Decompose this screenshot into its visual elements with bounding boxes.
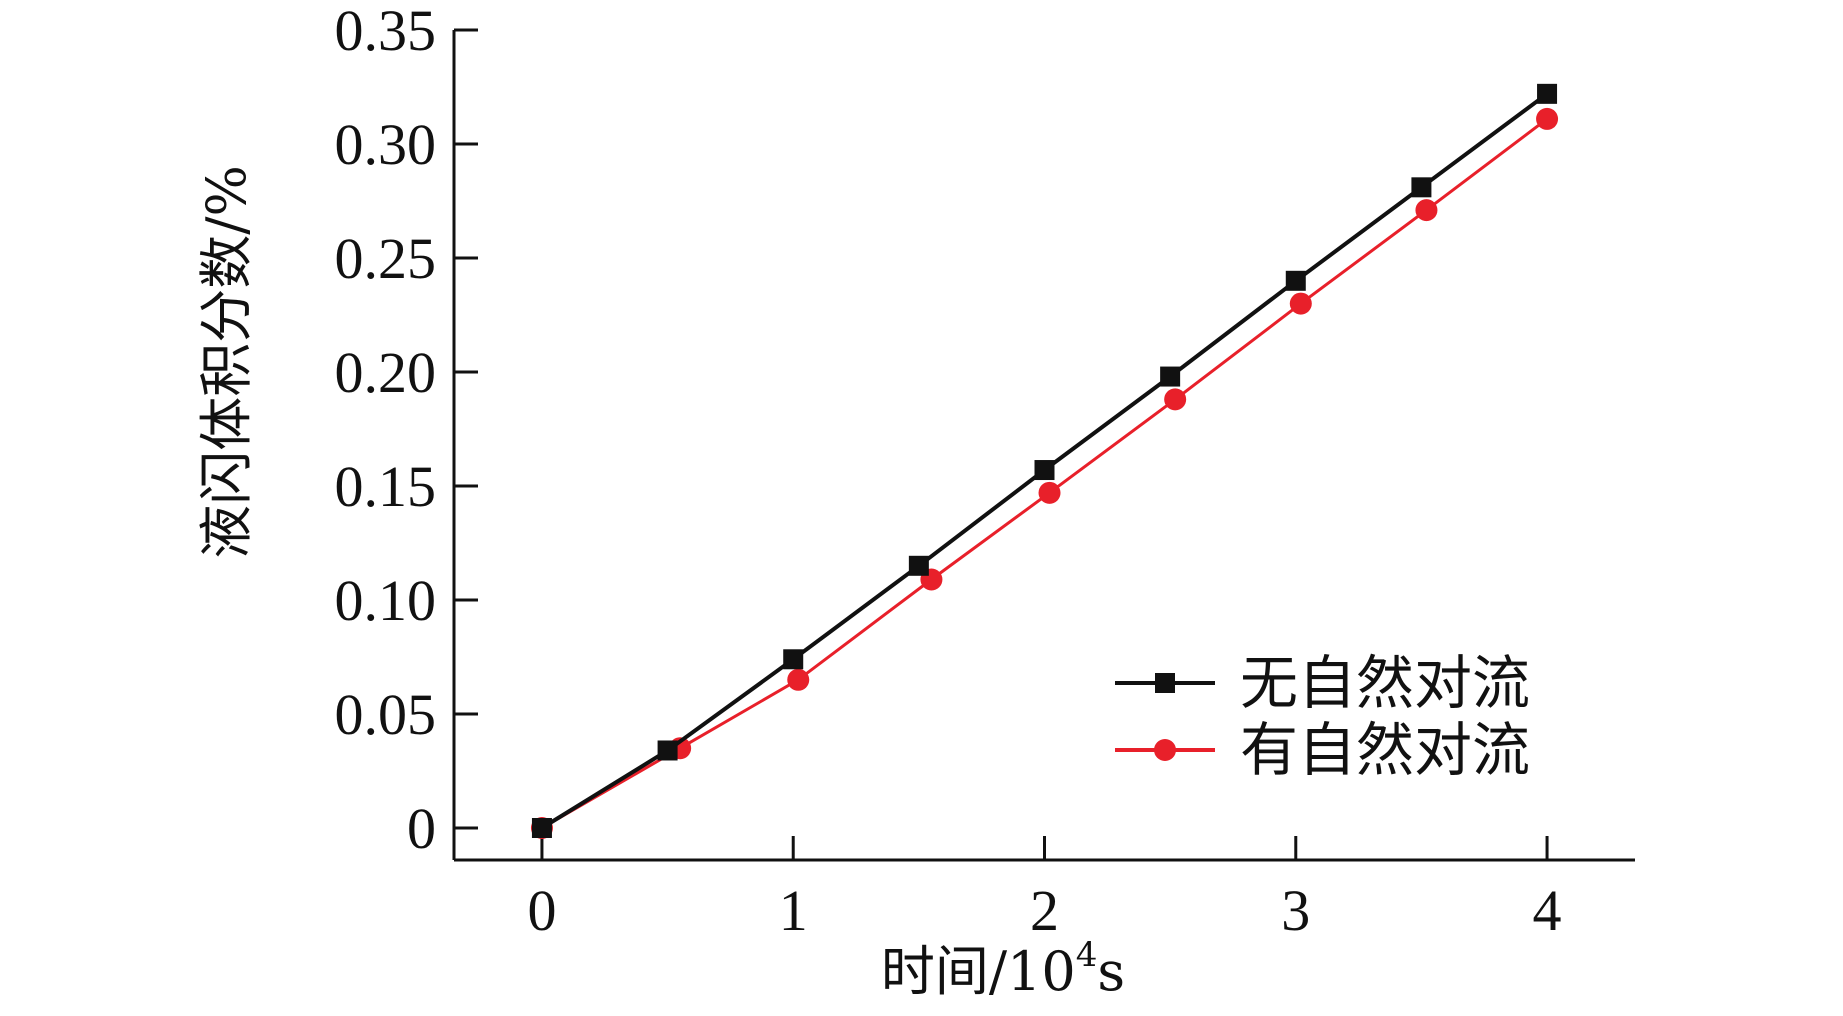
- y-tick-label: 0.30: [335, 112, 437, 177]
- data-point: [1536, 107, 1559, 130]
- x-axis-title: 时间/104s: [881, 935, 1125, 1003]
- legend-marker: [1155, 673, 1175, 693]
- x-axis-ticks: 0 1 2 3 4: [527, 836, 1562, 943]
- x-tick-label: 1: [779, 878, 808, 943]
- data-point: [787, 668, 810, 691]
- data-point: [531, 818, 552, 838]
- x-tick-label: 0: [527, 878, 556, 943]
- legend-item-1: 无自然对流: [1115, 649, 1530, 717]
- x-axis-title-superscript: 4: [1076, 935, 1098, 975]
- y-tick-label: 0.10: [335, 568, 437, 633]
- y-tick-label: 0.35: [335, 0, 437, 63]
- x-axis-title-unit: s: [1097, 940, 1125, 1003]
- legend-label: 有自然对流: [1240, 716, 1530, 784]
- data-point: [1537, 83, 1558, 104]
- data-point: [1289, 292, 1312, 315]
- x-tick-label: 4: [1533, 878, 1562, 943]
- legend-item-2: 有自然对流: [1115, 716, 1530, 784]
- y-tick-label: 0.25: [335, 226, 437, 291]
- data-point: [1160, 366, 1181, 387]
- data-point: [1038, 481, 1061, 504]
- series-layer: [530, 83, 1559, 839]
- data-point: [1034, 460, 1055, 481]
- y-axis-title: 液闪体积分数/%: [195, 165, 258, 559]
- y-tick-label: 0: [407, 796, 436, 861]
- data-point: [908, 555, 929, 576]
- x-tick-label: 2: [1030, 878, 1059, 943]
- x-axis-title-main: 时间/10: [881, 940, 1076, 1003]
- y-axis-ticks: 0 0.05 0.10 0.15 0.20 0.25 0.30 0.35: [335, 0, 478, 861]
- data-point: [1285, 270, 1306, 291]
- y-tick-label: 0.05: [335, 682, 437, 747]
- legend-label: 无自然对流: [1240, 649, 1530, 717]
- legend-marker: [1154, 739, 1176, 761]
- y-tick-label: 0.15: [335, 454, 437, 519]
- series-1: [531, 83, 1558, 838]
- data-point: [657, 740, 678, 761]
- data-point: [1415, 199, 1438, 222]
- data-point: [783, 649, 804, 670]
- data-point: [1164, 388, 1187, 411]
- y-tick-label: 0.20: [335, 340, 437, 405]
- x-tick-label: 3: [1281, 878, 1310, 943]
- data-point: [1411, 177, 1432, 198]
